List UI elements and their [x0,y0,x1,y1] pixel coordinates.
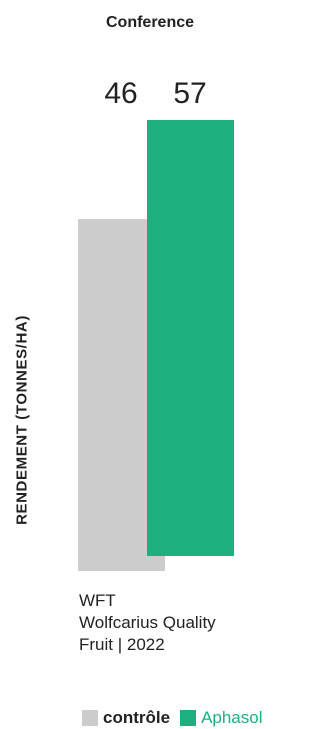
value-label-controle: 46 [104,77,137,110]
source-line-3: Fruit | 2022 [79,635,165,654]
source-line-1: WFT [79,591,116,610]
legend-label-controle: contrôle [103,708,171,727]
legend-swatch-aphasol [180,710,197,726]
source-line-2: Wolfcarius Quality [79,613,216,632]
source-label: WFT Wolfcarius Quality Fruit | 2022 [79,590,309,656]
legend-item-aphasol: Aphasol [180,708,263,728]
legend: contrôle Aphasol [82,708,273,728]
legend-swatch-controle [82,710,98,726]
legend-label-aphasol: Aphasol [201,708,263,727]
chart-title: Conference [105,14,195,31]
legend-item-controle: contrôle [82,708,170,728]
bar-aphasol [147,119,234,556]
value-label-aphasol: 57 [173,77,206,110]
